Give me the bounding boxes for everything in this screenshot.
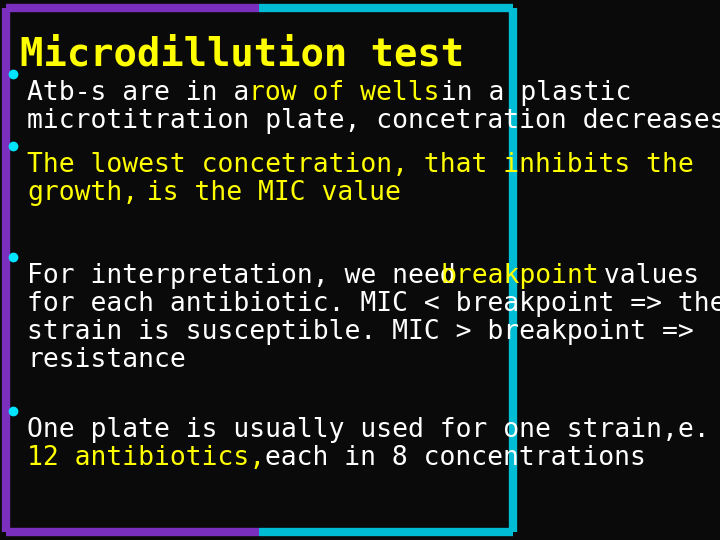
Text: strain is susceptible. MIC > breakpoint =>: strain is susceptible. MIC > breakpoint … xyxy=(27,319,694,345)
Text: Microdillution test: Microdillution test xyxy=(20,35,464,73)
Text: growth,: growth, xyxy=(27,180,138,206)
Text: breakpoint: breakpoint xyxy=(440,263,599,289)
Text: row of wells: row of wells xyxy=(248,80,439,106)
Text: The lowest concetration, that inhibits the: The lowest concetration, that inhibits t… xyxy=(27,152,694,178)
Text: for each antibiotic. MIC < breakpoint => the: for each antibiotic. MIC < breakpoint =>… xyxy=(27,291,720,317)
Text: is the MIC value: is the MIC value xyxy=(130,180,400,206)
Text: 12 antibiotics,: 12 antibiotics, xyxy=(27,445,266,471)
Text: values: values xyxy=(588,263,699,289)
Text: each in 8 concentrations: each in 8 concentrations xyxy=(248,445,645,471)
Text: resistance: resistance xyxy=(27,347,186,373)
Text: in a plastic: in a plastic xyxy=(426,80,632,106)
Text: For interpretation, we need: For interpretation, we need xyxy=(27,263,472,289)
Text: Atb-s are in a: Atb-s are in a xyxy=(27,80,266,106)
Text: One plate is usually used for one strain,e. g.: One plate is usually used for one strain… xyxy=(27,417,720,443)
Text: microtitration plate, concetration decreases: microtitration plate, concetration decre… xyxy=(27,108,720,134)
